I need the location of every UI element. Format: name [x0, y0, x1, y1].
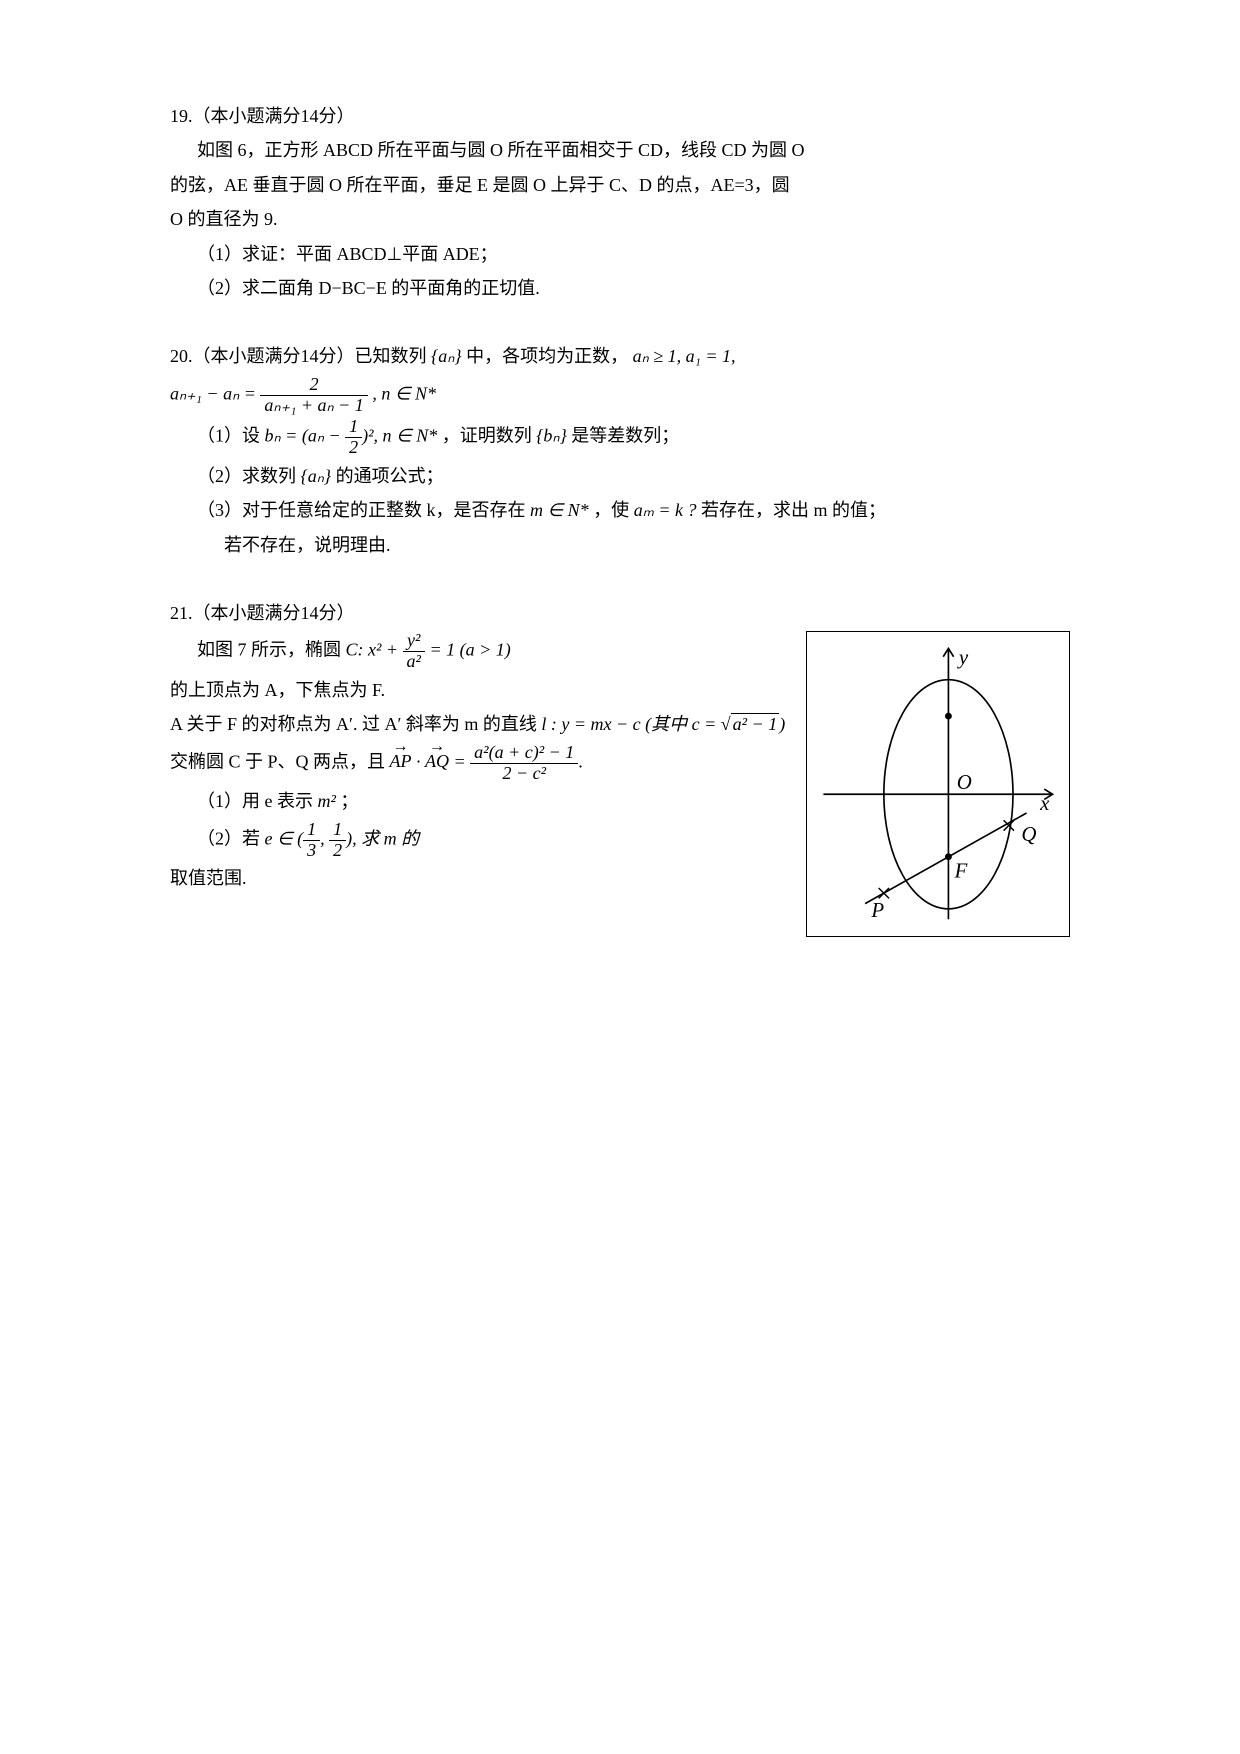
- label-x: x: [1039, 791, 1050, 815]
- problem-19-line-c: O 的直径为 9.: [170, 203, 1070, 235]
- ellipse-figure-svg: y O P F Q x: [813, 638, 1063, 930]
- recurrence-lhs: aₙ₊₁ − aₙ =: [170, 383, 256, 403]
- problem-20: 20.（本小题满分14分）已知数列 {aₙ} 中，各项均为正数， aₙ ≥ 1,…: [170, 340, 1070, 561]
- one-third-num: 1: [303, 820, 320, 841]
- vector-AP: AP: [390, 745, 412, 777]
- bn-suffix: )²,: [362, 426, 382, 446]
- problem-21-header: 21.（本小题满分14分）: [170, 597, 1070, 629]
- s1-c: ，证明数列: [442, 426, 532, 446]
- ellipse-num: y²: [403, 631, 425, 652]
- s3-a: （3）对于任意给定的正整数 k，是否存在: [197, 500, 526, 520]
- sqrt-expr: √a² − 1: [721, 708, 779, 740]
- s1a: （1）用 e 表示: [197, 791, 313, 811]
- one-half-num: 1: [329, 820, 346, 841]
- recurrence-line: aₙ₊₁ − aₙ = 2 aₙ₊₁ + aₙ − 1 , n ∈ N*: [170, 375, 1070, 416]
- e-in-post: ), 求 m 的: [346, 828, 419, 848]
- ellipse-eq-lhs: C: x² +: [346, 640, 403, 660]
- s1-a: （1）设: [197, 426, 260, 446]
- half-num: 1: [345, 417, 362, 438]
- recurrence-den: aₙ₊₁ + aₙ − 1: [260, 396, 367, 416]
- problem-19-sub1: （1）求证：平面 ABCD⊥平面 ADE；: [170, 238, 1070, 270]
- e-in-mid: ,: [320, 828, 329, 848]
- s2-c: 的通项公式；: [336, 466, 444, 486]
- problem-20-sub2: （2）求数列 {aₙ} 的通项公式；: [170, 460, 1070, 492]
- label-O: O: [957, 771, 972, 795]
- one-third-den: 3: [303, 841, 320, 861]
- line-eq-pre: l : y = mx − c (其中 c =: [541, 714, 720, 734]
- ellipse-den: a²: [403, 652, 425, 672]
- am-eq-k: aₘ = k ?: [634, 500, 697, 520]
- problem-20-mid: 中，各项均为正数，: [466, 346, 628, 366]
- label-P: P: [870, 899, 884, 923]
- problem-20-sub1: （1）设 bₙ = (aₙ − 12)², n ∈ N* ，证明数列 {bₙ} …: [170, 417, 1070, 458]
- problem-19: 19.（本小题满分14分） 如图 6，正方形 ABCD 所在平面与圆 O 所在平…: [170, 100, 1070, 304]
- label-Q: Q: [1021, 823, 1036, 847]
- figure-7: y O P F Q x: [806, 631, 1070, 937]
- seq-a-notation-2: {aₙ}: [301, 466, 332, 486]
- bn-prefix: bₙ = (aₙ −: [265, 426, 346, 446]
- recurrence-fraction: 2 aₙ₊₁ + aₙ − 1: [260, 375, 367, 416]
- l3: 交椭圆 C 于 P、Q 两点，且: [170, 751, 385, 771]
- half-fraction: 12: [345, 417, 362, 458]
- recurrence-num: 2: [260, 375, 367, 396]
- m-squared: m²: [318, 791, 336, 811]
- problem-19-sub2: （2）求二面角 D−BC−E 的平面角的正切值.: [170, 272, 1070, 304]
- one-half-den: 2: [329, 841, 346, 861]
- apaq-fraction: a²(a + c)² − 1 2 − c²: [470, 743, 578, 784]
- recurrence-tail: , n ∈ N*: [372, 383, 436, 403]
- apaq-den: 2 − c²: [470, 764, 578, 784]
- problem-19-line-a: 如图 6，正方形 ABCD 所在平面与圆 O 所在平面相交于 CD，线段 CD …: [170, 134, 1070, 166]
- l1a: 如图 7 所示，椭圆: [197, 640, 341, 660]
- eq-sign: =: [454, 751, 471, 771]
- s2a: （2）若: [197, 828, 260, 848]
- s2-a: （2）求数列: [197, 466, 296, 486]
- s1-e: 是等差数列；: [571, 426, 679, 446]
- problem-20-sub3: （3）对于任意给定的正整数 k，是否存在 m ∈ N* ，使 aₘ = k ? …: [170, 494, 1070, 526]
- e-in-pre: e ∈ (: [265, 828, 304, 848]
- problem-20-line1: 20.（本小题满分14分）已知数列 {aₙ} 中，各项均为正数， aₙ ≥ 1,…: [170, 340, 1070, 372]
- problem-19-header: 19.（本小题满分14分）: [170, 100, 1070, 132]
- one-third: 13: [303, 820, 320, 861]
- problem-20-sub3b: 若不存在，说明理由.: [170, 529, 1070, 561]
- problem-19-line-b: 的弦，AE 垂直于圆 O 所在平面，垂足 E 是圆 O 上异于 C、D 的点，A…: [170, 169, 1070, 201]
- one-half: 12: [329, 820, 346, 861]
- m-in-N: m ∈ N*: [530, 500, 589, 520]
- apaq-tail: .: [578, 751, 583, 771]
- seq-b-notation: {bₙ}: [536, 426, 567, 446]
- problem-21: 21.（本小题满分14分）: [170, 597, 1070, 895]
- problem-20-header: 20.（本小题满分14分）已知数列: [170, 346, 427, 366]
- half-den: 2: [345, 438, 362, 458]
- ellipse-eq-rhs: = 1 (a > 1): [425, 640, 511, 660]
- l2a: A 关于 F 的对称点为 A′. 过 A′ 斜率为 m 的直线: [170, 714, 537, 734]
- apaq-num: a²(a + c)² − 1: [470, 743, 578, 764]
- line-eq-post: ): [779, 714, 785, 734]
- sqrt-radicand: a² − 1: [731, 713, 780, 734]
- seq-a-notation: {aₙ}: [431, 346, 462, 366]
- s1c: ；: [340, 791, 358, 811]
- s3-c: ，使: [593, 500, 629, 520]
- s3-e: 若存在，求出 m 的值；: [701, 500, 886, 520]
- label-F: F: [954, 859, 968, 883]
- dot-op: ·: [416, 751, 425, 771]
- vector-AQ: AQ: [425, 745, 449, 777]
- ellipse-fraction: y²a²: [403, 631, 425, 672]
- condition-1: aₙ ≥ 1, a₁ = 1,: [633, 346, 736, 366]
- bn-tail: n ∈ N*: [383, 426, 438, 446]
- label-y: y: [957, 646, 969, 670]
